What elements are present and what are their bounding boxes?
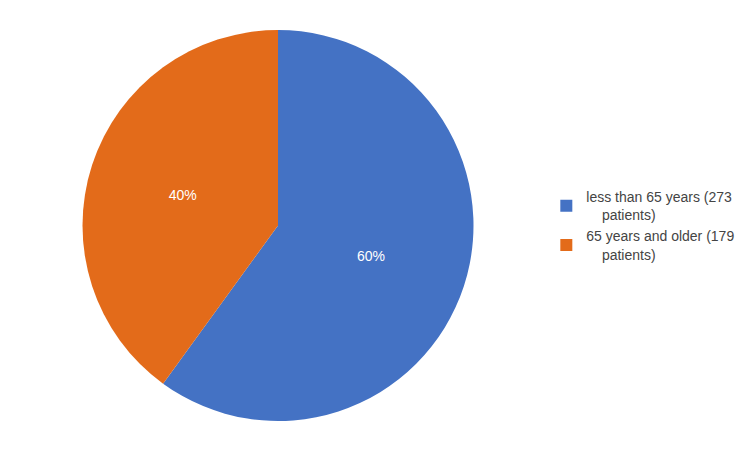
svg-text:65 years and older (179 pat: 65 years and older (179 patients)	[586, 228, 734, 262]
svg-text:40%: 40%	[169, 187, 197, 203]
svg-text:60%: 60%	[357, 248, 385, 264]
svg-text:less than 65 years (273 pat: less than 65 years (273 patients)	[586, 189, 732, 223]
